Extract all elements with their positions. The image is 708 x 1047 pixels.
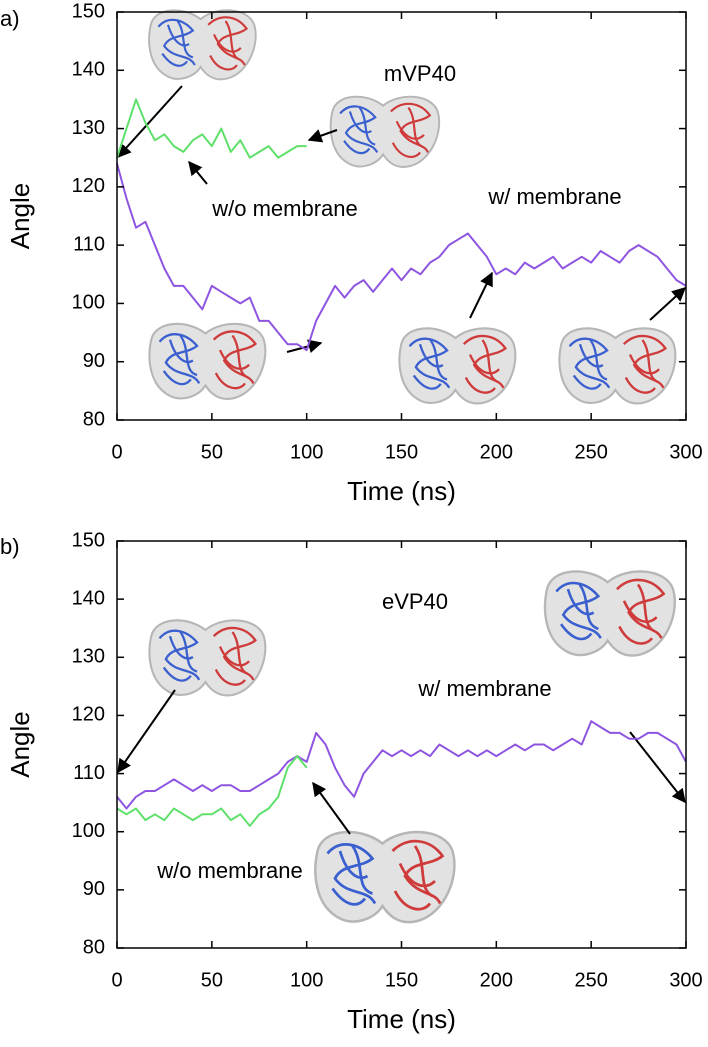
y-tick-label: 110 — [73, 233, 105, 255]
x-tick-label: 300 — [669, 441, 702, 463]
y-tick-label: 150 — [72, 0, 105, 22]
y-axis-title: Angle — [5, 711, 35, 778]
annotation: w/o membrane — [156, 858, 303, 883]
annotation: w/ membrane — [487, 184, 621, 209]
arrows — [117, 85, 687, 835]
data-line — [116, 720, 687, 810]
y-tick-label: 80 — [83, 408, 105, 430]
y-tick-label: 100 — [72, 820, 105, 842]
y-tick-label: 140 — [72, 59, 105, 81]
x-axis-title: Time (ns) — [347, 1004, 456, 1034]
panel-label: b) — [0, 534, 20, 559]
x-tick-label: 150 — [385, 441, 418, 463]
x-tick-label: 300 — [669, 969, 702, 991]
y-tick-label: 140 — [72, 587, 105, 609]
annotation: w/o membrane — [211, 196, 358, 221]
annotation: mVP40 — [384, 61, 456, 86]
x-tick-label: 0 — [111, 969, 122, 991]
y-tick-label: 110 — [73, 762, 105, 784]
x-tick-label: 100 — [290, 441, 323, 463]
data-line — [116, 163, 687, 352]
annotation: w/ membrane — [417, 676, 551, 701]
y-tick-label: 120 — [72, 704, 105, 726]
y-tick-label: 100 — [72, 292, 105, 314]
y-tick-label: 150 — [72, 529, 105, 551]
x-tick-label: 250 — [574, 969, 607, 991]
x-tick-label: 100 — [290, 969, 323, 991]
data-line — [116, 755, 308, 827]
x-tick-label: 200 — [480, 441, 513, 463]
x-tick-label: 50 — [201, 969, 223, 991]
y-tick-label: 120 — [72, 175, 105, 197]
y-axis-title: Angle — [5, 183, 35, 250]
panel-label: a) — [0, 6, 20, 31]
x-tick-label: 150 — [385, 969, 418, 991]
y-tick-label: 80 — [83, 936, 105, 958]
x-tick-label: 0 — [111, 441, 122, 463]
x-tick-label: 200 — [480, 969, 513, 991]
y-tick-label: 130 — [72, 646, 105, 668]
x-tick-label: 250 — [574, 441, 607, 463]
y-tick-label: 130 — [72, 117, 105, 139]
data-line — [116, 98, 307, 159]
x-tick-label: 50 — [201, 441, 223, 463]
annotation: eVP40 — [382, 589, 448, 614]
y-tick-label: 90 — [83, 350, 105, 372]
x-axis-title: Time (ns) — [347, 476, 456, 506]
y-tick-label: 90 — [83, 878, 105, 900]
